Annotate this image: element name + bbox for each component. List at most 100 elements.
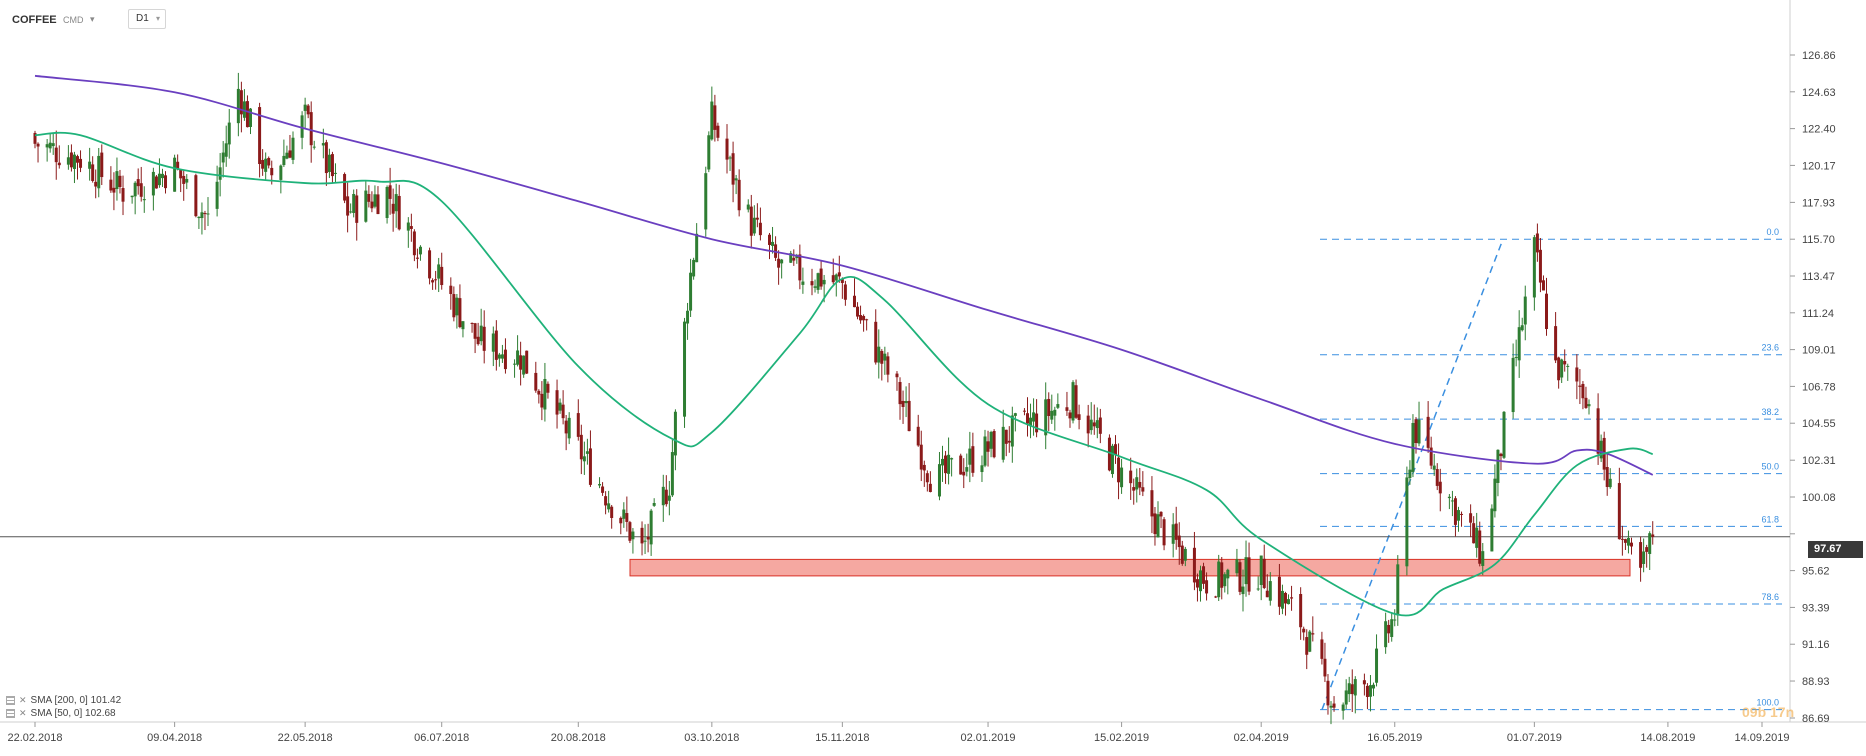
- candle-body: [883, 353, 887, 361]
- candle-body: [1581, 383, 1585, 399]
- candle-body: [449, 285, 453, 295]
- legend-sma50[interactable]: ✕ SMA [50, 0] 102.68: [6, 708, 116, 719]
- candle-body: [176, 161, 180, 169]
- candle-body: [1025, 413, 1029, 424]
- candle-body: [72, 154, 76, 169]
- candle-body: [203, 213, 207, 215]
- candle-body: [1517, 327, 1521, 361]
- candle-body: [458, 298, 462, 328]
- candle-body: [1238, 562, 1242, 592]
- candle-body: [1538, 249, 1542, 283]
- y-tick-label: 86.69: [1802, 713, 1830, 725]
- candle-body: [370, 201, 374, 209]
- x-tick-label: 15.02.2019: [1094, 732, 1149, 744]
- candle-body: [564, 420, 568, 434]
- candle-body: [683, 321, 687, 417]
- candle-body: [919, 444, 923, 470]
- candle-body: [768, 234, 772, 245]
- candle-body: [218, 167, 222, 180]
- candle-body: [1114, 444, 1118, 455]
- candle-body: [1447, 496, 1451, 499]
- candle-body: [941, 458, 945, 466]
- candle-body: [1496, 449, 1500, 483]
- candle-body: [622, 509, 626, 519]
- chevron-down-icon[interactable]: ▾: [90, 14, 95, 24]
- candle-body: [500, 354, 504, 359]
- candle-body: [540, 393, 544, 408]
- candle-body: [321, 143, 325, 146]
- candle-body: [1056, 404, 1060, 408]
- candle-body: [777, 258, 781, 268]
- x-tick-label: 20.08.2018: [551, 732, 606, 744]
- candle-body: [904, 401, 908, 404]
- x-tick-label: 03.10.2018: [684, 732, 739, 744]
- candle-body: [1481, 551, 1485, 566]
- x-tick-label: 09.04.2018: [147, 732, 202, 744]
- close-icon[interactable]: ✕: [19, 708, 27, 718]
- indicator-settings-icon[interactable]: [6, 696, 15, 705]
- candle-body: [1563, 361, 1567, 365]
- y-tick-label: 115.70: [1802, 234, 1835, 246]
- candle-body: [69, 152, 73, 168]
- candle-body: [947, 454, 951, 474]
- candle-body: [1651, 534, 1655, 537]
- fib-level-label: 0.0: [1766, 227, 1779, 237]
- candle-body: [455, 297, 459, 316]
- candle-body: [364, 190, 368, 222]
- candle-body: [610, 506, 614, 519]
- candle-body: [309, 112, 313, 146]
- instrument-symbol[interactable]: COFFEE: [12, 14, 57, 26]
- candle-body: [801, 281, 805, 285]
- candle-body: [607, 503, 611, 510]
- indicator-settings-icon[interactable]: [6, 709, 15, 718]
- candle-body: [689, 272, 693, 311]
- candle-body: [491, 333, 495, 352]
- candle-body: [391, 203, 395, 214]
- candle-body: [1035, 413, 1039, 433]
- candle-body: [33, 132, 37, 144]
- candle-body: [434, 279, 438, 281]
- candle-body: [798, 254, 802, 281]
- candle-body: [1135, 477, 1139, 490]
- candle-body: [1244, 557, 1248, 585]
- candle-body: [91, 164, 95, 181]
- candle-body: [916, 426, 920, 446]
- candle-body: [412, 231, 416, 256]
- candle-body: [992, 431, 996, 458]
- candle-body: [1514, 357, 1518, 359]
- candle-body: [965, 467, 969, 472]
- candle-body: [282, 155, 286, 166]
- y-tick-label: 126.86: [1802, 50, 1836, 62]
- candle-body: [1259, 555, 1263, 585]
- candle-body: [164, 175, 168, 189]
- candle-body: [224, 143, 228, 157]
- close-icon[interactable]: ✕: [19, 695, 27, 705]
- x-tick-label: 02.04.2019: [1234, 732, 1289, 744]
- candle-body: [142, 199, 146, 201]
- candle-body: [1202, 566, 1206, 584]
- candle-body: [865, 319, 869, 321]
- candle-body: [397, 195, 401, 230]
- candle-body: [291, 137, 295, 160]
- timeframe-select[interactable]: D1 ▾: [128, 9, 166, 29]
- candle-body: [1007, 440, 1011, 443]
- legend-sma200[interactable]: ✕ SMA [200, 0] 101.42: [6, 695, 121, 706]
- candle-body: [601, 486, 605, 493]
- candle-body: [1353, 679, 1357, 696]
- candle-body: [928, 483, 932, 492]
- candle-body: [831, 275, 835, 283]
- candle-body: [1120, 467, 1124, 488]
- candle-body: [118, 175, 122, 187]
- candle-body: [288, 150, 292, 158]
- candle-body: [640, 527, 644, 544]
- candle-body: [1502, 411, 1506, 458]
- candle-body: [737, 179, 741, 211]
- candle-body: [1141, 487, 1145, 492]
- x-tick-label: 15.11.2018: [815, 732, 869, 744]
- candle-body: [813, 286, 817, 288]
- candle-body: [185, 178, 189, 183]
- candle-body: [649, 510, 653, 545]
- candle-body: [1071, 382, 1075, 421]
- candle-body: [1299, 594, 1303, 628]
